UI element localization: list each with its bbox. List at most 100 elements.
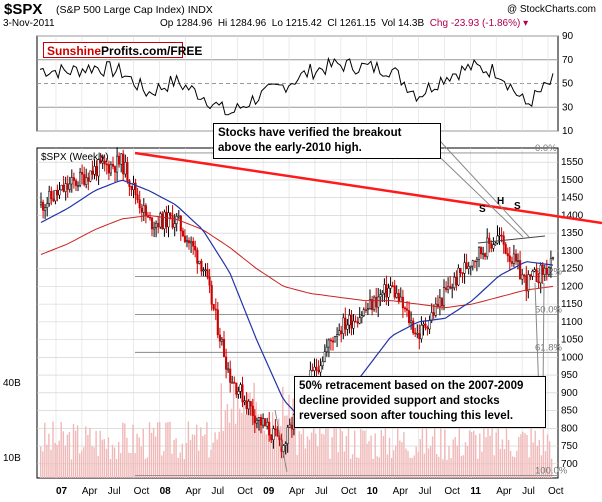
volume-bar — [546, 434, 549, 478]
volume-bar — [448, 445, 450, 478]
volume-bar — [294, 402, 296, 478]
price-tick-label: 800 — [561, 423, 578, 434]
volume-bar — [380, 430, 382, 478]
candle-body — [64, 183, 67, 192]
candle-body — [169, 212, 172, 216]
candle-body — [116, 155, 119, 173]
candle-body — [126, 162, 129, 181]
volume-bar — [185, 442, 188, 478]
candle-body — [317, 369, 320, 373]
volume-bar — [62, 431, 64, 478]
candle-body — [118, 155, 121, 165]
candle-body — [111, 164, 115, 167]
volume-bar — [169, 421, 171, 478]
sunshine-logo[interactable]: SunshineProfits.com/FREE — [43, 42, 202, 58]
volume-bar — [493, 455, 495, 478]
volume-bar — [497, 421, 499, 478]
candle-body — [385, 284, 388, 298]
candle-body — [477, 247, 481, 260]
label-head: H — [497, 196, 504, 207]
volume-bar — [208, 457, 210, 478]
volume-bar — [489, 435, 491, 478]
volume-bar — [528, 457, 530, 478]
volume-bar — [372, 458, 374, 478]
volume-bar — [282, 386, 284, 478]
volume-bar — [456, 445, 458, 478]
volume-bar — [310, 432, 313, 478]
volume-bar — [312, 426, 315, 478]
candle-body — [551, 257, 555, 259]
volume-bar — [450, 458, 452, 478]
candle-body — [206, 269, 209, 278]
volume-bar — [429, 446, 432, 478]
candle-body — [451, 287, 454, 289]
volume-bar — [46, 444, 48, 478]
volume-bar — [526, 435, 528, 478]
volume-bar — [304, 448, 307, 478]
candle-body — [408, 310, 411, 324]
candle-body — [44, 207, 47, 211]
volume-bar — [509, 451, 512, 478]
volume-bar — [200, 427, 202, 478]
candle-body — [54, 190, 57, 202]
volume-bar — [130, 453, 132, 478]
candle-body — [229, 368, 232, 383]
candle-body — [331, 340, 335, 343]
candle-body — [539, 264, 542, 284]
x-tick-label: Jul — [522, 486, 535, 497]
volume-bar — [267, 421, 270, 478]
x-tick-label: Apr — [185, 486, 201, 497]
volume-bar — [44, 422, 46, 478]
candle-body — [97, 159, 100, 177]
candle-body — [214, 308, 217, 311]
candle-body — [190, 241, 193, 244]
candle-body — [113, 166, 117, 173]
candle-body — [202, 269, 205, 272]
candle-body — [494, 242, 497, 245]
candle-body — [259, 417, 263, 426]
volume-bar — [198, 450, 200, 478]
fib-label: 0.0% — [535, 143, 557, 154]
candle-body — [338, 330, 341, 335]
candle-body — [440, 297, 444, 307]
candle-body — [498, 234, 501, 237]
candle-body — [247, 401, 250, 410]
volume-bar — [167, 422, 169, 478]
candle-body — [196, 249, 199, 264]
x-tick-label: 09 — [263, 486, 275, 497]
volume-bar — [366, 443, 368, 478]
candle-body — [479, 247, 483, 255]
candle-body — [449, 286, 452, 289]
volume-bar — [93, 447, 95, 478]
volume-bar — [253, 382, 255, 478]
price-ylabels: 700 750 800 850 900 950 1000 1050 1100 1150 1200 12… — [561, 157, 584, 470]
volume-bar — [358, 457, 360, 478]
volume-bar — [66, 434, 69, 478]
volume-bar — [159, 421, 161, 478]
candle-body — [140, 207, 143, 213]
volume-bar — [120, 453, 122, 478]
candle-body — [533, 269, 536, 272]
candle-body — [482, 253, 485, 255]
candle-body — [95, 166, 98, 177]
volume-bar — [444, 429, 446, 478]
volume-bar — [261, 423, 263, 478]
volume-bar — [452, 439, 454, 478]
candle-body — [426, 327, 429, 330]
volume-bar — [505, 428, 508, 478]
candle-body — [60, 184, 63, 191]
quote-close: Cl 1261.15 — [327, 18, 376, 29]
candle-body — [208, 276, 211, 286]
candle-body — [91, 170, 94, 175]
volume-bar — [280, 426, 282, 478]
candle-body — [157, 222, 160, 228]
callout-top: Stocks have verified the breakout above … — [213, 123, 441, 159]
volume-bar — [345, 436, 348, 478]
candle-body — [342, 317, 345, 334]
volume-bar — [109, 459, 112, 478]
volume-bar — [534, 430, 536, 478]
candle-body — [253, 415, 256, 424]
price-tick-label: 1350 — [561, 228, 584, 239]
volume-bar — [417, 451, 419, 478]
ma-long-line — [40, 214, 554, 309]
